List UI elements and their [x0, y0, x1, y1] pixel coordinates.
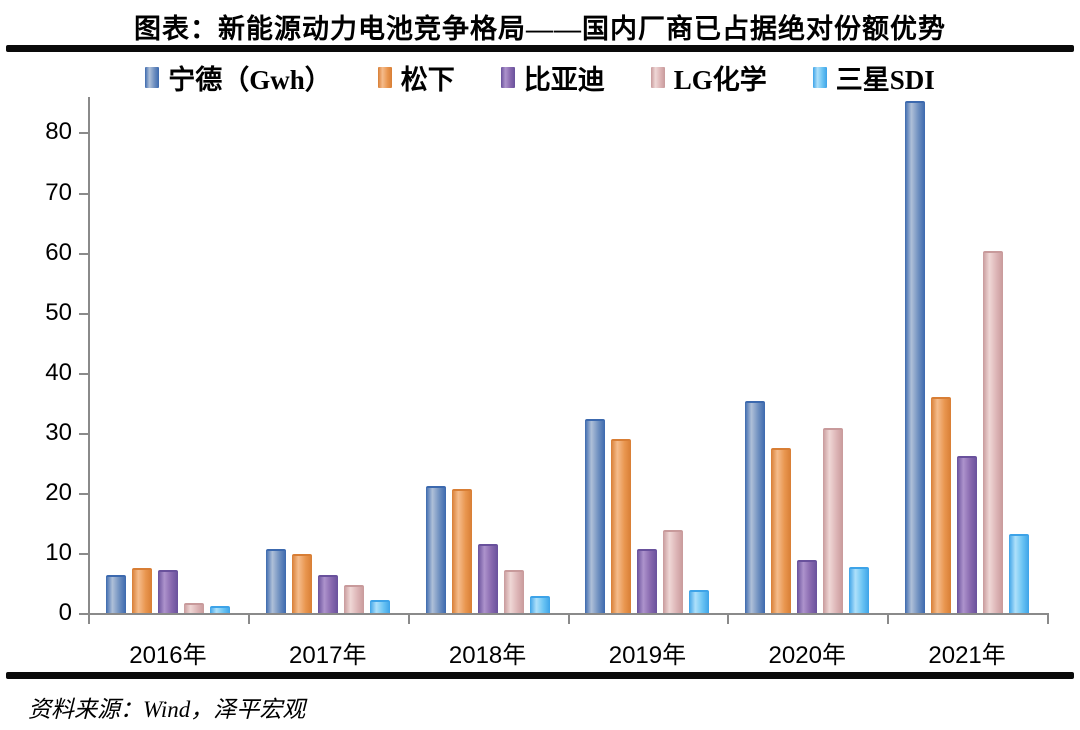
y-tick-label: 0	[58, 599, 72, 626]
y-axis-tick	[79, 613, 88, 615]
bar	[209, 606, 230, 613]
legend-item: LG化学	[650, 58, 767, 97]
y-axis-tick	[79, 492, 88, 495]
bar	[343, 584, 364, 613]
bar	[477, 543, 498, 613]
bar-group	[568, 97, 728, 613]
footer-divider	[6, 672, 1074, 679]
bar	[105, 574, 126, 613]
legend-label: 比亚迪	[523, 64, 605, 95]
legend-label: 宁德（Gwh）	[168, 64, 332, 95]
bar	[265, 549, 286, 613]
bar	[663, 529, 684, 613]
bar	[529, 595, 550, 613]
x-axis-tick	[727, 615, 730, 624]
x-axis-tick	[247, 615, 250, 624]
bar-group	[887, 97, 1047, 613]
legend-swatch-icon	[650, 66, 665, 88]
x-axis-label: 2021年	[928, 642, 1006, 669]
y-axis-line	[88, 97, 90, 623]
bar	[183, 602, 204, 613]
bar	[983, 250, 1004, 613]
bar	[689, 590, 710, 613]
y-tick-label: 50	[45, 298, 72, 326]
bar	[291, 554, 312, 613]
legend-item: 宁德（Gwh）	[145, 58, 332, 97]
y-axis-tick	[79, 552, 88, 555]
legend-swatch-icon	[377, 66, 392, 88]
bar	[957, 455, 978, 613]
bar	[1009, 534, 1030, 613]
y-tick-label: 40	[45, 358, 72, 386]
page-title: 图表：新能源动力电池竞争格局——国内厂商已占据绝对份额优势	[134, 14, 946, 44]
bar	[771, 448, 792, 613]
bar	[797, 560, 818, 613]
bar	[585, 418, 606, 613]
title-divider	[6, 45, 1074, 52]
y-tick-label: 20	[45, 478, 72, 506]
bar	[905, 100, 926, 613]
bar	[637, 548, 658, 613]
legend-label: 松下	[400, 64, 455, 95]
x-axis-tick	[1047, 615, 1049, 624]
y-tick-label: 70	[45, 178, 72, 206]
x-axis-tick	[887, 615, 890, 624]
y-axis-tick	[79, 372, 88, 375]
x-axis-line	[88, 613, 1049, 615]
bar	[849, 567, 870, 613]
y-tick-label: 60	[45, 238, 72, 266]
y-tick-label: 10	[45, 538, 72, 566]
bar	[503, 569, 524, 613]
legend: 宁德（Gwh） 松下 比亚迪 LG化学 三星SDI	[0, 58, 1080, 96]
y-axis-tick	[79, 192, 88, 195]
legend-item: 松下	[377, 58, 455, 97]
bar	[157, 569, 178, 613]
y-axis-tick	[79, 312, 88, 315]
source-note: 资料来源：Wind，泽平宏观	[28, 697, 306, 722]
y-tick-label: 30	[45, 418, 72, 446]
bar	[369, 600, 390, 613]
legend-swatch-icon	[812, 66, 827, 88]
bar	[451, 489, 472, 613]
x-axis-tick	[567, 615, 570, 624]
y-axis-tick	[79, 132, 88, 135]
y-axis-tick	[79, 432, 88, 435]
x-axis-label: 2019年	[608, 642, 687, 669]
bar-group	[727, 97, 887, 613]
legend-label: 三星SDI	[835, 64, 935, 95]
legend-item: 比亚迪	[500, 58, 605, 97]
bar-group	[248, 97, 408, 613]
bar-group	[88, 97, 248, 613]
bar	[823, 428, 844, 613]
x-axis-tick	[88, 615, 90, 624]
x-axis-label: 2020年	[768, 642, 846, 669]
bar	[745, 400, 766, 613]
bar	[611, 439, 632, 613]
bar	[317, 574, 338, 613]
x-axis-label: 2016年	[129, 642, 207, 669]
legend-label: LG化学	[673, 64, 767, 95]
bar	[931, 396, 952, 613]
bar	[425, 485, 446, 613]
legend-swatch-icon	[145, 66, 160, 88]
x-axis-label: 2017年	[289, 642, 367, 669]
bar-group	[408, 97, 568, 613]
x-axis-label: 2018年	[448, 642, 527, 669]
x-axis-tick	[407, 615, 410, 624]
y-axis-tick	[79, 252, 88, 255]
bar	[131, 567, 152, 613]
y-tick-label: 80	[45, 118, 72, 146]
legend-swatch-icon	[500, 66, 515, 88]
legend-item: 三星SDI	[812, 58, 935, 97]
